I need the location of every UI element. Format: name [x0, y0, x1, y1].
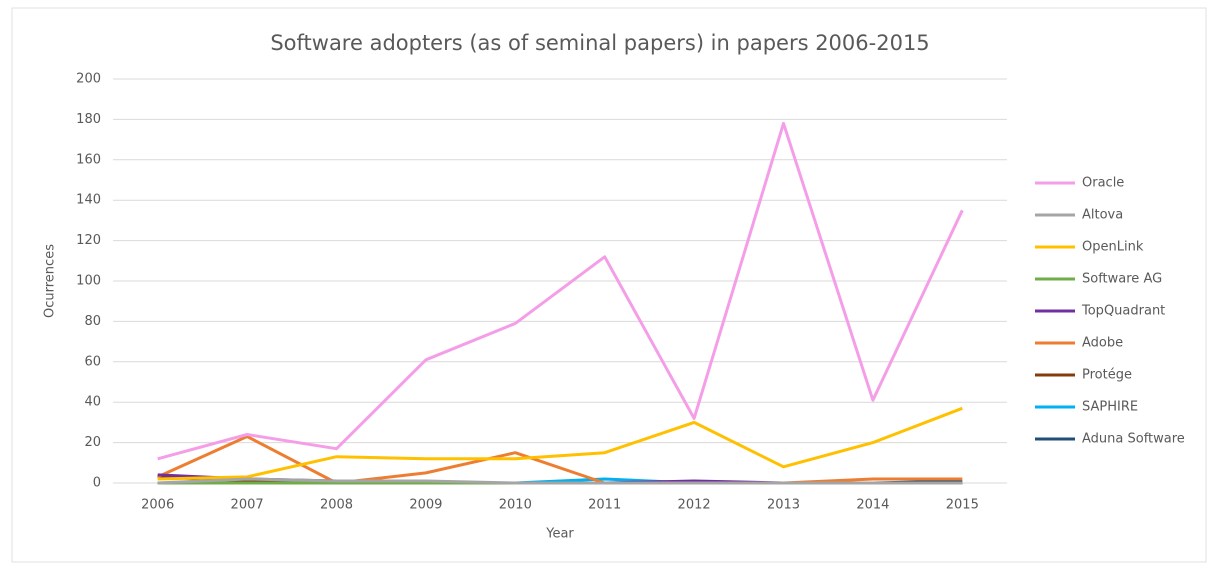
- x-tick-label: 2010: [499, 498, 532, 513]
- x-tick-label: 2013: [767, 498, 800, 513]
- x-tick-label: 2009: [409, 498, 442, 513]
- legend-label: Adobe: [1082, 336, 1123, 351]
- chart-title: Software adopters (as of seminal papers)…: [270, 31, 929, 55]
- series-line: [157, 477, 963, 485]
- y-tick-label: 180: [76, 112, 101, 127]
- legend-label: Altova: [1082, 208, 1123, 223]
- y-tick-label: 100: [76, 274, 101, 289]
- series-line: [157, 435, 963, 485]
- x-tick-label: 2007: [231, 498, 264, 513]
- x-tick-label: 2015: [946, 498, 979, 513]
- legend-label: Software AG: [1082, 272, 1162, 287]
- y-tick-label: 160: [76, 152, 101, 167]
- legend-label: Oracle: [1082, 176, 1124, 191]
- x-tick-label: 2012: [678, 498, 711, 513]
- y-tick-label: 140: [76, 193, 101, 208]
- x-tick-label: 2008: [320, 498, 353, 513]
- y-tick-label: 60: [84, 354, 101, 369]
- x-tick-label: 2014: [856, 498, 889, 513]
- series-line: [157, 406, 963, 481]
- y-tick-label: 0: [93, 476, 101, 491]
- x-tick-label: 2006: [141, 498, 174, 513]
- legend-label: Protége: [1082, 368, 1132, 383]
- x-axis-label: Year: [545, 527, 574, 542]
- y-tick-label: 80: [84, 314, 101, 329]
- y-tick-label: 120: [76, 233, 101, 248]
- y-tick-label: 20: [84, 435, 101, 450]
- y-tick-label: 200: [76, 72, 101, 87]
- chart-border: [11, 7, 1207, 563]
- x-tick-label: 2011: [588, 498, 621, 513]
- y-axis-label: Ocurrences: [43, 244, 58, 318]
- series-line: [157, 121, 964, 461]
- legend-label: Aduna Software: [1082, 432, 1185, 447]
- legend-label: TopQuadrant: [1081, 304, 1165, 319]
- legend-label: OpenLink: [1082, 240, 1144, 255]
- y-tick-label: 40: [84, 395, 101, 410]
- legend-label: SAPHIRE: [1082, 400, 1138, 415]
